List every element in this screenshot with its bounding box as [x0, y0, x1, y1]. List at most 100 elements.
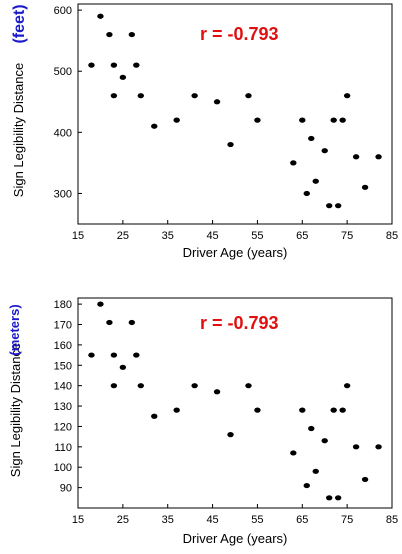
data-point — [245, 93, 252, 99]
y-tick-label: 90 — [60, 483, 72, 495]
x-tick-label: 85 — [386, 514, 398, 526]
data-point — [254, 407, 261, 413]
correlation-annotation: r = -0.793 — [200, 24, 279, 44]
y-tick-label: 150 — [54, 360, 72, 372]
data-point — [119, 74, 127, 80]
data-point — [352, 444, 360, 450]
data-point — [299, 407, 306, 413]
correlation-annotation: r = -0.793 — [200, 313, 279, 333]
x-tick-label: 45 — [206, 514, 218, 526]
data-point — [110, 383, 118, 389]
data-point — [88, 352, 95, 358]
y-tick-label: 160 — [54, 340, 72, 352]
x-tick-label: 75 — [341, 230, 353, 242]
data-point — [375, 154, 382, 160]
data-point — [330, 117, 337, 123]
data-point — [303, 190, 310, 197]
data-point — [245, 383, 252, 389]
y-tick-label: 500 — [54, 66, 72, 78]
data-point — [106, 31, 113, 38]
data-point — [290, 160, 297, 166]
y-tick-label: 300 — [54, 188, 72, 200]
data-point — [227, 141, 234, 148]
point-layer — [88, 13, 382, 209]
x-tick-label: 85 — [386, 230, 398, 242]
data-point — [334, 203, 342, 209]
y-tick-label: 180 — [54, 299, 72, 311]
unit-label: (feet) — [11, 4, 28, 43]
data-point — [110, 352, 118, 358]
data-point — [312, 178, 319, 184]
x-tick-label: 55 — [251, 230, 263, 242]
data-point — [361, 476, 369, 483]
data-point — [290, 450, 297, 456]
x-tick-label: 75 — [341, 514, 353, 526]
data-point — [133, 352, 140, 358]
data-point — [321, 148, 328, 154]
x-tick-label: 65 — [296, 230, 308, 242]
data-point — [97, 301, 104, 307]
data-point — [128, 319, 136, 326]
x-axis-label: Driver Age (years) — [183, 245, 288, 260]
y-tick-label: 100 — [54, 462, 72, 474]
y-tick-label: 170 — [54, 320, 72, 332]
data-point — [343, 383, 351, 389]
y-tick-label: 400 — [54, 127, 72, 139]
data-point — [254, 117, 261, 123]
data-point — [299, 117, 306, 123]
data-point — [110, 62, 118, 68]
y-tick-label: 130 — [54, 401, 72, 413]
data-point — [97, 13, 104, 19]
x-tick-label: 65 — [296, 514, 308, 526]
data-point — [191, 93, 198, 99]
unit-label: (meters) — [7, 304, 22, 355]
y-tick-label: 140 — [54, 381, 72, 393]
x-tick-label: 35 — [162, 230, 174, 242]
data-point — [375, 444, 382, 450]
data-point — [128, 31, 136, 38]
data-point — [213, 99, 221, 105]
data-point — [343, 93, 351, 99]
data-point — [133, 62, 140, 68]
data-point — [312, 468, 319, 474]
data-point — [339, 117, 346, 123]
x-tick-label: 25 — [117, 514, 129, 526]
data-point — [326, 495, 333, 501]
data-point — [88, 62, 95, 68]
data-point — [303, 482, 310, 489]
data-point — [321, 438, 328, 444]
x-tick-label: 15 — [72, 514, 84, 526]
data-point — [119, 364, 127, 370]
y-tick-label: 120 — [54, 421, 72, 433]
data-point — [334, 495, 342, 501]
tick-layer: 15 25 35 45 55 65 75 85 90 100 110 120 130 140 150 160 1… — [54, 299, 398, 526]
data-point — [308, 135, 315, 142]
data-point — [213, 389, 221, 395]
x-tick-label: 35 — [162, 514, 174, 526]
data-point — [173, 117, 180, 123]
chart-meters: 15 25 35 45 55 65 75 85 90 100 110 120 130 140 150 160 1… — [7, 297, 398, 546]
data-point — [227, 432, 234, 438]
x-tick-label: 45 — [206, 230, 218, 242]
y-tick-label: 110 — [54, 442, 72, 454]
x-tick-label: 25 — [117, 230, 129, 242]
plot-frame — [77, 297, 393, 509]
data-point — [352, 154, 360, 160]
data-point — [137, 383, 144, 389]
x-axis-label: Driver Age (years) — [183, 531, 288, 546]
data-point — [339, 407, 346, 413]
data-point — [191, 383, 198, 389]
data-point — [361, 184, 369, 190]
chart-feet: 15 25 35 45 55 65 75 85 300 400 500 600 Driver Age … — [11, 3, 398, 260]
y-tick-label: 600 — [54, 5, 72, 17]
x-tick-label: 55 — [251, 514, 263, 526]
point-layer — [88, 301, 382, 501]
data-point — [137, 93, 144, 99]
data-point — [151, 123, 158, 129]
tick-layer: 15 25 35 45 55 65 75 85 300 400 500 600 — [54, 5, 398, 242]
data-point — [106, 319, 113, 326]
data-point — [173, 407, 180, 413]
y-axis-label: Sign Legibility Distance — [11, 63, 26, 197]
data-point — [326, 203, 333, 209]
